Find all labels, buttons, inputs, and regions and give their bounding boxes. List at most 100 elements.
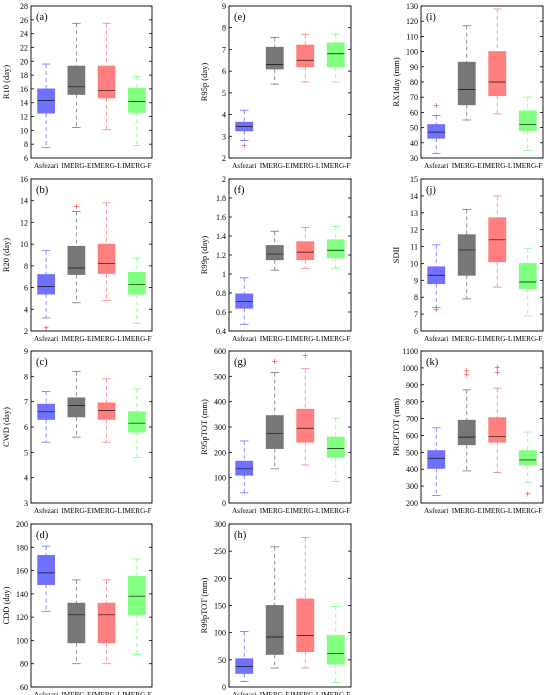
y-tick-label: 5 — [24, 448, 28, 457]
plot-frame — [30, 523, 153, 688]
plot-frame — [420, 350, 544, 504]
y-tick-label: 100 — [16, 636, 28, 645]
plot-frame — [30, 178, 153, 332]
box-imerg-l: + — [296, 351, 315, 466]
y-tick-label: 200 — [16, 520, 28, 529]
panel-label: (d) — [36, 530, 49, 541]
y-tick-label: 13 — [410, 209, 418, 218]
box-imerg-e — [457, 25, 476, 121]
y-tick-label: 0.8 — [216, 289, 226, 298]
box-asfezari — [37, 545, 55, 612]
y-tick-label: 26 — [20, 16, 28, 25]
panel-c: 3 4 5 6 7 8 9 CWD (day) Asfezari IMERG-E IMERG-L IM… — [1, 347, 153, 515]
panel-label: (b) — [36, 185, 49, 196]
y-axis-label: R95pTOT (mm) — [199, 399, 209, 455]
outlier-marker: + — [271, 357, 278, 366]
panel-g: 0 100 200 300 400 500 600 R95pTOT (mm) + + Asfezar… — [199, 347, 352, 515]
x-tick-label: IMERG-F — [122, 162, 152, 170]
y-tick-label: 1.4 — [216, 232, 226, 241]
y-tick-label: 130 — [406, 2, 418, 11]
y-tick-label: 2 — [222, 175, 226, 184]
y-tick-label: 400 — [214, 398, 226, 407]
x-tick-label: Asfezari — [232, 507, 256, 515]
x-tick-label: IMERG-F — [321, 691, 351, 695]
y-tick-label: 1.8 — [216, 194, 226, 203]
panel-label: (h) — [234, 530, 247, 541]
box-imerg-e: ++ — [457, 366, 476, 472]
y-tick-label: 3 — [222, 132, 226, 141]
box-asfezari: + — [427, 101, 446, 154]
y-tick-label: 12 — [20, 218, 28, 227]
y-tick-label: 300 — [214, 520, 226, 529]
y-tick-label: 150 — [214, 602, 226, 611]
y-tick-label: 110 — [406, 32, 418, 41]
iqr-box — [265, 46, 284, 70]
y-tick-label: 600 — [406, 431, 418, 440]
outlier-marker: + — [524, 490, 531, 499]
y-tick-label: 0.4 — [216, 327, 226, 336]
y-tick-label: 600 — [214, 347, 226, 356]
x-tick-label: IMERG-F — [321, 507, 351, 515]
x-tick-label: IMERG-L — [92, 691, 122, 695]
outlier-marker: + — [433, 305, 440, 314]
y-axis-label: R20 (day) — [1, 238, 11, 272]
x-tick-label: IMERG-L — [290, 162, 320, 170]
y-tick-label: 0 — [222, 499, 226, 508]
y-tick-label: 5 — [222, 89, 226, 98]
y-tick-label: 200 — [214, 574, 226, 583]
x-tick-label: Asfezari — [34, 507, 58, 515]
iqr-box — [427, 450, 446, 469]
panel-k: 200 300 400 500 600 700 800 900 1000 1100 PRCPTOT … — [391, 347, 544, 515]
y-tick-label: 800 — [406, 398, 418, 407]
iqr-box — [518, 450, 537, 466]
y-tick-label: 8 — [24, 262, 28, 271]
y-tick-label: 8 — [24, 372, 28, 381]
box-imerg-f — [326, 226, 345, 269]
x-tick-label: Asfezari — [424, 335, 448, 343]
y-axis-label: CWD (day) — [1, 407, 11, 447]
y-tick-label: 10 — [410, 259, 418, 268]
plot-frame — [228, 178, 352, 332]
y-tick-label: 120 — [406, 17, 418, 26]
y-tick-label: 2 — [222, 154, 226, 163]
box-imerg-e — [67, 579, 86, 665]
x-tick-label: Asfezari — [34, 162, 58, 170]
x-tick-label: Asfezari — [424, 507, 448, 515]
iqr-box — [326, 239, 345, 259]
y-tick-label: 0.6 — [216, 308, 226, 317]
outlier-marker: + — [494, 368, 501, 377]
y-tick-label: 10 — [20, 240, 28, 249]
x-tick-label: IMERG-F — [122, 691, 152, 695]
y-axis-label: R95p (day) — [199, 63, 209, 102]
box-imerg-e — [265, 546, 284, 669]
outlier-marker: + — [463, 371, 470, 380]
box-imerg-f — [518, 96, 537, 151]
panel-label: (j) — [426, 185, 436, 196]
iqr-box — [37, 555, 55, 585]
box-imerg-e — [67, 370, 86, 438]
box-imerg-l — [296, 537, 315, 669]
y-tick-label: 22 — [20, 43, 28, 52]
x-tick-label: Asfezari — [232, 335, 256, 343]
y-tick-label: 500 — [214, 372, 226, 381]
plot-frame — [228, 350, 352, 504]
panel-h: 0 50 100 150 200 250 300 R99pTOT (mm) Asfezari IM… — [199, 520, 352, 695]
iqr-box — [97, 243, 116, 274]
iqr-box — [457, 234, 476, 276]
y-axis-label: R10 (day) — [1, 65, 11, 99]
box-imerg-e — [265, 37, 284, 85]
box-imerg-f — [128, 558, 146, 655]
y-tick-label: 50 — [410, 124, 418, 133]
box-imerg-e: + — [67, 202, 86, 304]
y-tick-label: 30 — [410, 154, 418, 163]
y-tick-label: 7 — [414, 310, 418, 319]
box-imerg-l — [488, 195, 507, 288]
x-tick-label: IMERG-L — [290, 507, 320, 515]
y-tick-label: 11 — [410, 243, 418, 252]
box-imerg-l — [97, 202, 116, 302]
panel-label: (e) — [234, 12, 246, 23]
y-tick-label: 8 — [24, 140, 28, 149]
x-tick-label: IMERG-E — [61, 162, 92, 170]
x-tick-label: IMERG-E — [260, 691, 291, 695]
